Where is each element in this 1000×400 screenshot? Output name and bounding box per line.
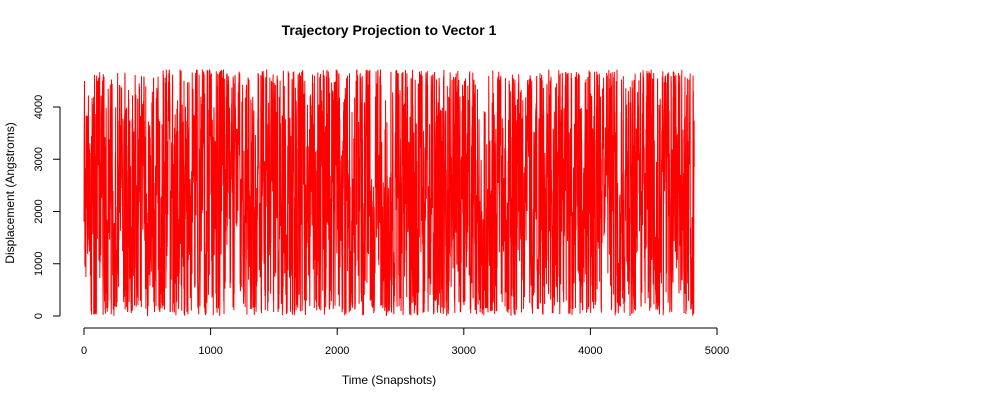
- y-axis-ticks: 0 1000 2000 3000 4000: [33, 95, 60, 319]
- y-tick-label: 2000: [33, 199, 45, 223]
- y-tick-label: 3000: [33, 147, 45, 171]
- y-axis-label: Displacement (Angstroms): [3, 122, 17, 263]
- x-tick-label: 1000: [198, 345, 222, 357]
- y-tick-label: 1000: [33, 252, 45, 276]
- plot-area: [83, 69, 695, 316]
- x-axis-label: Time (Snapshots): [342, 373, 436, 387]
- x-tick-label: 5000: [705, 345, 729, 357]
- x-tick-label: 0: [81, 345, 87, 357]
- x-tick-label: 3000: [452, 345, 476, 357]
- x-tick-label: 4000: [578, 345, 602, 357]
- y-tick-label: 4000: [33, 95, 45, 119]
- chart-title: Trajectory Projection to Vector 1: [282, 22, 497, 38]
- y-tick-label: 0: [33, 313, 45, 319]
- x-tick-label: 2000: [325, 345, 349, 357]
- x-axis-ticks: 0 1000 2000 3000 4000 5000: [81, 328, 729, 357]
- series-line: [83, 69, 695, 316]
